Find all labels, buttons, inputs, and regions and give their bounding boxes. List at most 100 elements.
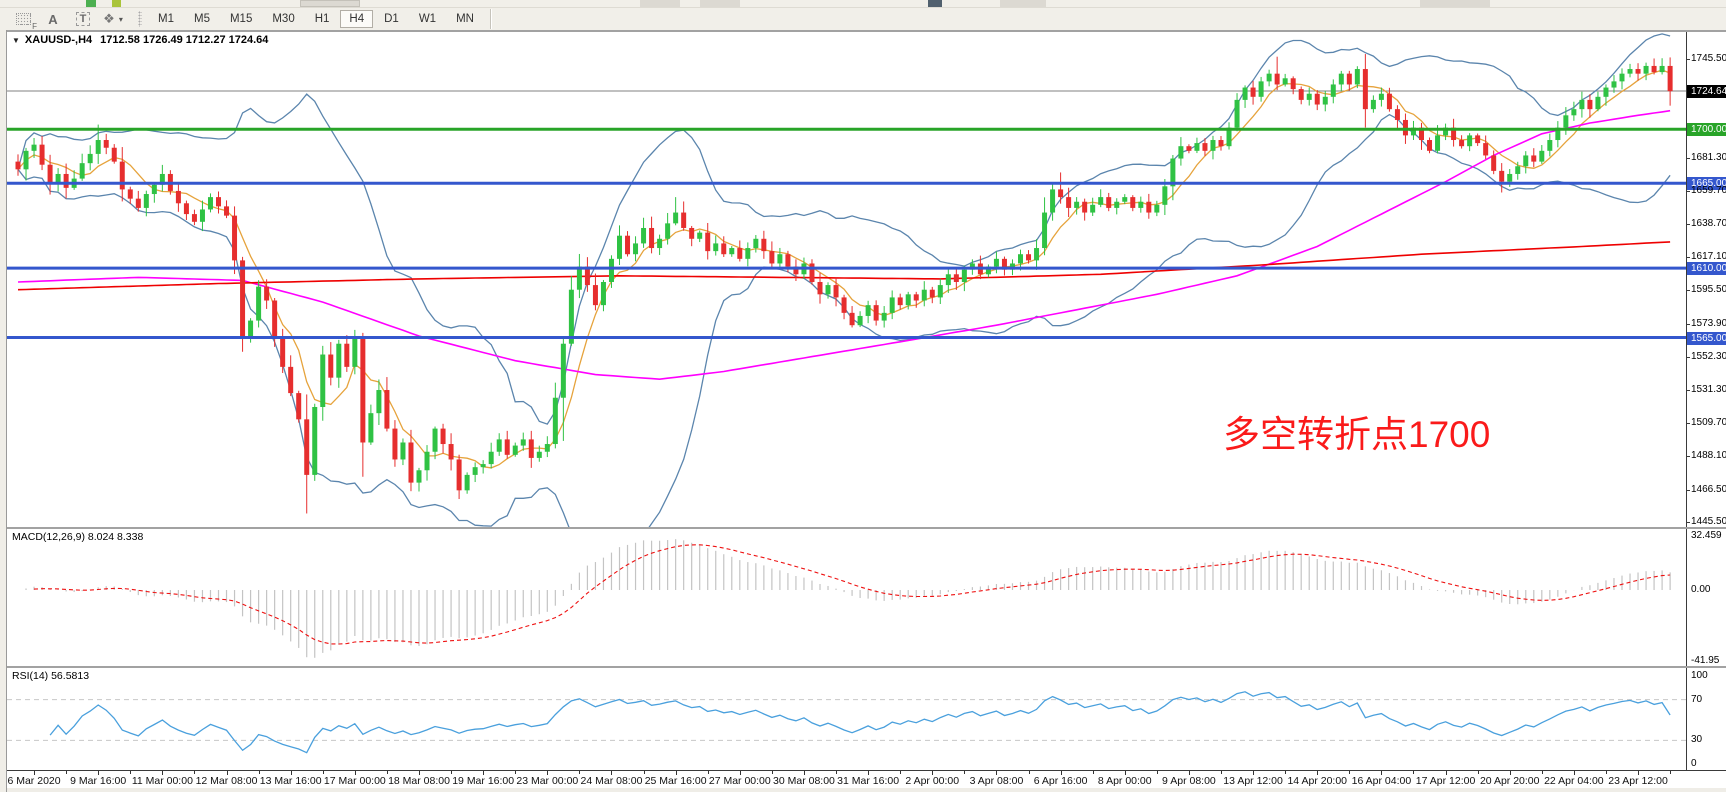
price-level-badge: 1665.00 — [1687, 177, 1726, 191]
time-tick-mark — [803, 771, 805, 775]
text-tool-button[interactable]: T — [71, 10, 95, 29]
time-tick-mark — [1541, 771, 1543, 774]
candle-body — [520, 439, 526, 446]
timeframe-m5[interactable]: M5 — [193, 13, 210, 25]
candle-body — [993, 258, 999, 267]
time-tick-mark — [900, 771, 902, 774]
objects-button[interactable]: ❖ ▾ — [101, 10, 125, 29]
time-tick-mark — [707, 771, 709, 774]
price-axis[interactable]: 1745.50 1724.64 1700.00 1681.30 1665.00 1659.… — [1686, 32, 1726, 527]
timeframe-w1[interactable]: W1 — [418, 13, 437, 25]
macd-canvas[interactable] — [7, 529, 1686, 666]
candle-body — [1122, 197, 1128, 202]
candle-body — [248, 320, 254, 338]
rsi-axis[interactable]: 100 70 30 0 — [1686, 668, 1726, 770]
letter-a-button[interactable]: A — [41, 10, 65, 29]
timeframe-m15[interactable]: M15 — [229, 13, 253, 25]
time-tick-mark — [1349, 771, 1351, 774]
candle-body — [697, 232, 703, 239]
chart-workspace: ▼ XAUUSD-,H4 1712.58 1726.49 1712.27 1724.… — [6, 30, 1726, 792]
timeframe-mn[interactable]: MN — [456, 13, 474, 25]
grid-f-button[interactable]: F — [11, 10, 37, 31]
candle-body — [1162, 186, 1168, 205]
toolbar-drag-handle[interactable] — [138, 11, 142, 27]
toolbar-fragment — [112, 0, 121, 7]
candle-body — [320, 354, 326, 407]
rsi-axis-label: 100 — [1691, 670, 1708, 681]
candle-body — [207, 197, 213, 210]
time-tick-mark — [932, 771, 934, 775]
candle-body — [1258, 81, 1264, 97]
candle-body — [536, 451, 542, 458]
rsi-plot[interactable]: RSI(14) 56.5813 — [7, 668, 1686, 770]
main-chart-canvas[interactable] — [7, 32, 1686, 527]
time-axis-label: 22 Apr 04:00 — [1544, 775, 1604, 787]
candle-body — [352, 336, 358, 367]
candle-body — [857, 315, 863, 326]
candle-body — [689, 227, 695, 239]
timeframe-m1[interactable]: M1 — [158, 13, 174, 25]
time-tick-mark — [483, 771, 485, 775]
candle-body — [1435, 135, 1441, 151]
ohlc-values: 1712.58 1726.49 1712.27 1724.64 — [100, 34, 269, 46]
price-tick-mark — [1687, 191, 1690, 193]
time-axis-label: 25 Mar 16:00 — [644, 775, 707, 787]
time-axis[interactable]: 6 Mar 2020 9 Mar 16:00 11 Mar 00:00 12 Mar … — [7, 770, 1726, 792]
candle-body — [600, 281, 606, 306]
time-axis-label: 24 Mar 08:00 — [580, 775, 643, 787]
candle-body — [488, 451, 494, 465]
time-tick-mark — [1381, 771, 1383, 775]
time-tick-mark — [739, 771, 741, 775]
macd-axis-label: 0.00 — [1691, 584, 1711, 595]
time-tick-mark — [1573, 771, 1575, 775]
candle-body — [969, 263, 975, 270]
candle-body — [175, 190, 181, 204]
time-tick-mark — [1028, 771, 1030, 774]
candle-body — [985, 266, 991, 275]
time-axis-label: 13 Apr 12:00 — [1223, 775, 1283, 787]
time-tick-mark — [1092, 771, 1094, 774]
timeframe-h4[interactable]: H4 — [340, 10, 374, 28]
macd-axis-label: 32.459 — [1691, 530, 1722, 541]
candle-body — [777, 254, 783, 264]
toolbar-separator — [489, 9, 491, 29]
toolbar-fragment — [700, 0, 740, 7]
collapse-arrow-icon[interactable]: ▼ — [12, 36, 20, 45]
text-tool-icon: T — [75, 12, 91, 26]
time-tick-mark — [1317, 771, 1319, 775]
candle-body — [1202, 143, 1208, 151]
candle-body — [1290, 78, 1296, 90]
bollinger-lower-band — [17, 113, 1671, 527]
candle-body — [657, 238, 663, 249]
candle-body — [1266, 73, 1272, 82]
candle-body — [617, 235, 622, 259]
timeframe-d1[interactable]: D1 — [384, 13, 399, 25]
price-tick-label: 1617.10 — [1691, 251, 1726, 263]
main-chart-plot[interactable]: ▼ XAUUSD-,H4 1712.58 1726.49 1712.27 1724.… — [7, 32, 1686, 527]
timeframe-m30[interactable]: M30 — [272, 13, 295, 25]
macd-plot[interactable]: MACD(12,26,9) 8.024 8.338 — [7, 529, 1686, 666]
candle-body — [1154, 204, 1160, 213]
candle-body — [135, 198, 141, 208]
price-tick-label: 1531.30 — [1691, 383, 1726, 395]
candle-body — [905, 294, 911, 306]
price-level-badge: 1610.00 — [1687, 262, 1726, 276]
rsi-canvas[interactable] — [7, 668, 1686, 770]
candle-body — [15, 161, 21, 170]
time-tick-mark — [1188, 771, 1190, 775]
candle-body — [1619, 73, 1625, 82]
candle-body — [480, 464, 486, 468]
candle-body — [264, 286, 270, 301]
macd-axis[interactable]: 32.459 0.00 -41.95 — [1686, 529, 1726, 666]
price-tick-mark — [1687, 290, 1690, 292]
candle-body — [1627, 69, 1633, 74]
candle-body — [592, 285, 598, 306]
candle-body — [817, 281, 823, 295]
candle-body — [1459, 140, 1465, 147]
candle-body — [400, 442, 406, 460]
candle-body — [1603, 87, 1609, 97]
timeframe-h1[interactable]: H1 — [314, 13, 330, 25]
candle-body — [1034, 248, 1040, 261]
candle-body — [1651, 65, 1657, 73]
candle-body — [216, 197, 221, 207]
